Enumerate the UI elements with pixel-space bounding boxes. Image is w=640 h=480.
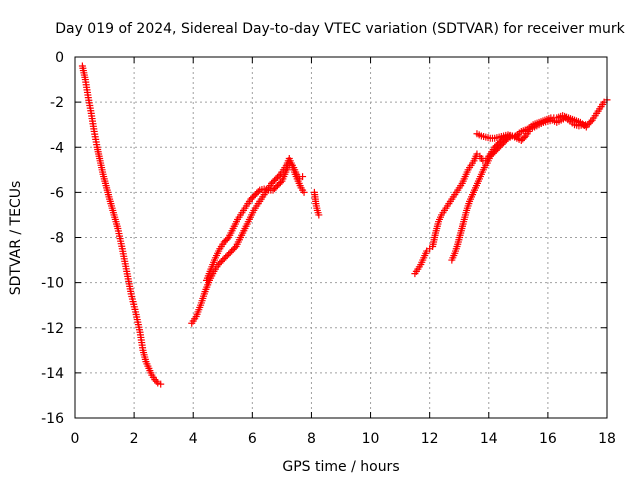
series-track-3 xyxy=(203,159,307,284)
data-point xyxy=(229,246,237,254)
data-point xyxy=(488,151,496,159)
data-point xyxy=(275,172,283,180)
data-point xyxy=(154,379,162,387)
x-axis-title: GPS time / hours xyxy=(282,459,399,475)
x-tick-label: 2 xyxy=(130,431,139,447)
data-point xyxy=(273,173,281,181)
chart-title: Day 019 of 2024, Sidereal Day-to-day VTE… xyxy=(55,21,625,37)
x-tick-label: 16 xyxy=(539,431,557,447)
data-point xyxy=(268,179,276,187)
data-point xyxy=(275,180,283,188)
data-point xyxy=(219,256,227,264)
data-point xyxy=(248,194,256,202)
x-tick-label: 10 xyxy=(362,431,380,447)
data-point xyxy=(271,185,278,193)
data-point xyxy=(216,259,224,267)
data-point xyxy=(520,133,528,141)
plot-frame xyxy=(74,56,608,419)
data-point xyxy=(486,152,494,160)
data-point xyxy=(587,118,595,126)
data-point xyxy=(501,137,509,145)
data-point xyxy=(223,235,231,243)
data-point xyxy=(225,250,233,258)
y-tick-label: 0 xyxy=(55,50,64,66)
axis-ticks: 0 2 4 6 8 10 12 14 16 18 0 -2 -4 -6 -8 -10 -12 -14 -16 xyxy=(41,50,616,447)
data-point xyxy=(517,136,525,144)
data-point xyxy=(272,183,280,191)
data-point xyxy=(220,238,228,246)
data-point xyxy=(157,380,165,388)
series-track-1 xyxy=(78,62,165,388)
y-tick-label: -6 xyxy=(50,185,64,201)
y-tick-label: -10 xyxy=(41,276,64,292)
data-point xyxy=(500,139,508,147)
data-point xyxy=(251,191,259,199)
y-tick-label: -2 xyxy=(50,95,64,111)
data-point xyxy=(299,173,307,181)
data-point xyxy=(151,376,159,384)
data-point xyxy=(269,178,277,186)
x-tick-label: 8 xyxy=(307,431,316,447)
y-tick-label: -8 xyxy=(50,231,64,247)
data-point xyxy=(584,121,592,129)
data-point xyxy=(220,255,228,263)
grid-lines xyxy=(75,57,607,418)
x-tick-label: 18 xyxy=(598,431,616,447)
data-point xyxy=(223,252,231,260)
data-point xyxy=(491,148,499,156)
y-tick-label: -16 xyxy=(41,411,64,427)
y-tick-label: -12 xyxy=(41,321,64,337)
data-points xyxy=(78,62,611,388)
data-point xyxy=(273,182,281,190)
data-point xyxy=(276,179,284,187)
series-track-5 xyxy=(411,112,590,278)
data-point xyxy=(492,146,500,154)
data-point xyxy=(495,143,503,151)
data-point xyxy=(228,247,236,255)
data-point xyxy=(503,136,511,144)
series-track-2 xyxy=(188,155,308,327)
series-track-6 xyxy=(448,132,522,264)
y-tick-label: -4 xyxy=(50,140,64,156)
x-tick-label: 14 xyxy=(480,431,498,447)
y-axis-title: SDTVAR / TECUs xyxy=(8,181,24,296)
data-point xyxy=(217,258,225,266)
series-track-7 xyxy=(473,96,611,144)
data-point xyxy=(315,211,323,219)
x-tick-label: 6 xyxy=(248,431,257,447)
data-point xyxy=(231,244,239,252)
x-tick-label: 12 xyxy=(421,431,439,447)
data-point xyxy=(152,377,160,385)
data-point xyxy=(222,237,230,245)
series-track-4 xyxy=(310,188,323,219)
data-point xyxy=(250,192,258,200)
data-point xyxy=(494,145,502,153)
x-tick-label: 0 xyxy=(71,431,80,447)
data-point xyxy=(497,142,505,150)
data-point xyxy=(269,186,277,194)
data-point xyxy=(300,188,308,196)
data-point xyxy=(253,189,261,197)
data-point xyxy=(489,149,497,157)
y-tick-label: -14 xyxy=(41,366,64,382)
data-point xyxy=(222,253,230,261)
data-point xyxy=(519,135,527,143)
data-point xyxy=(272,175,280,183)
x-tick-label: 4 xyxy=(189,431,198,447)
data-point xyxy=(247,195,255,203)
data-point xyxy=(226,249,234,257)
data-point xyxy=(585,119,593,127)
data-point xyxy=(498,140,506,148)
data-point xyxy=(254,188,262,196)
data-point xyxy=(271,176,278,184)
